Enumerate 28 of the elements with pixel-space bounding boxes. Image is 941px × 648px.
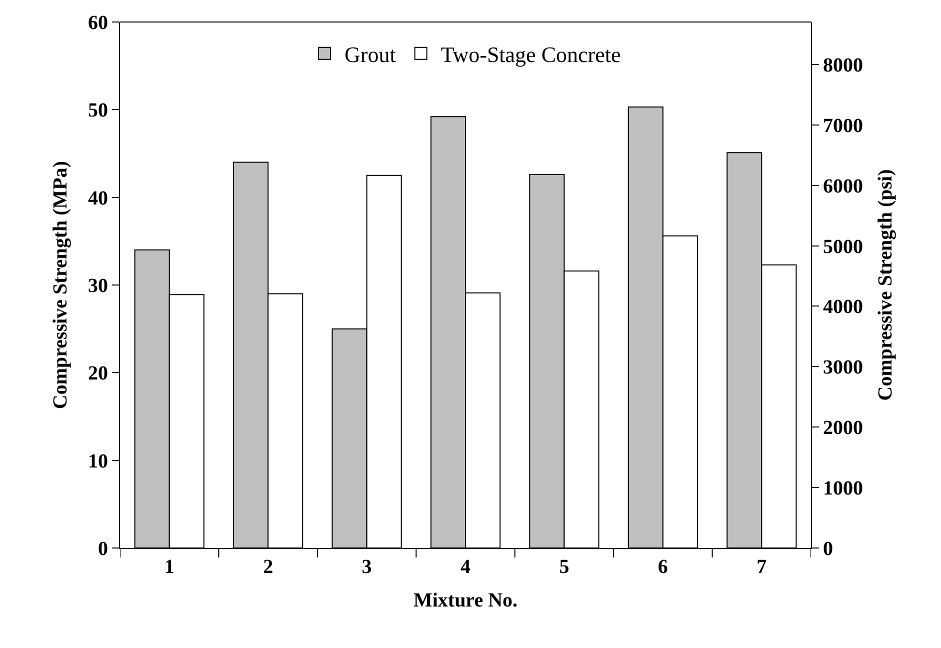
- y2-tick-label: 0: [823, 538, 833, 560]
- y-tick-label: 40: [88, 187, 108, 210]
- x-axis-title: Mixture No.: [413, 590, 518, 612]
- y2-axis-title: Compressive Strength (psi): [874, 169, 896, 401]
- x-tick-label: 6: [658, 556, 668, 578]
- y2-tick-label: 2000: [823, 417, 863, 440]
- y-tick-label: 10: [88, 450, 108, 472]
- x-tick-label: 2: [263, 556, 274, 578]
- x-tick-label: 4: [460, 556, 470, 578]
- y2-tick-label: 7000: [823, 114, 863, 137]
- legend-label: Grout: [344, 42, 396, 67]
- y2-tick-label: 8000: [823, 54, 863, 76]
- x-tick-label: 3: [362, 556, 372, 578]
- x-tick-label: 1: [164, 556, 174, 578]
- x-tick-label: 5: [559, 556, 570, 578]
- y2-tick-label: 1000: [823, 478, 863, 500]
- x-tick-label: 7: [756, 556, 767, 578]
- y-tick-label: 30: [88, 275, 108, 297]
- legend-label: Two-Stage Concrete: [440, 42, 621, 67]
- y2-tick-label: 3000: [823, 356, 863, 379]
- y2-tick-label: 5000: [823, 236, 863, 258]
- y-tick-label: 20: [88, 362, 108, 385]
- y-tick-label: 60: [88, 12, 108, 34]
- y2-tick-label: 6000: [823, 175, 863, 198]
- y2-tick-label: 4000: [823, 296, 863, 318]
- y-axis-title: Compressive Strength (MPa): [50, 160, 72, 410]
- y-tick-label: 50: [88, 100, 108, 122]
- y-tick-label: 0: [98, 538, 108, 560]
